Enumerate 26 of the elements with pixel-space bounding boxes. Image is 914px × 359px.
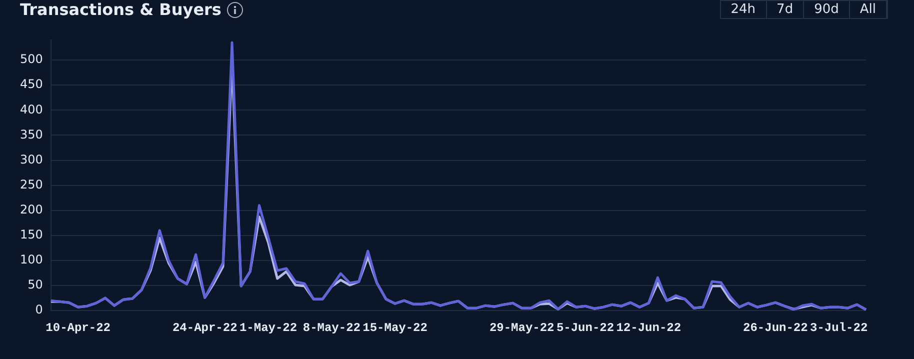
x-tick-label: 1-May-22 bbox=[239, 320, 298, 335]
y-tick-label: 250 bbox=[20, 177, 43, 192]
x-tick-label: 26-Jun-22 bbox=[743, 320, 808, 335]
x-tick-label: 12-Jun-22 bbox=[616, 320, 682, 335]
x-tick-label: 29-May-22 bbox=[489, 320, 554, 335]
x-tick-label: 15-May-22 bbox=[362, 320, 428, 335]
x-tick-label: 24-Apr-22 bbox=[172, 320, 238, 335]
chart-title: Transactions & Buyers bbox=[20, 0, 222, 19]
y-tick-label: 50 bbox=[28, 278, 43, 292]
text: 90d bbox=[804, 1, 850, 18]
x-tick-label: 3-Jul-22 bbox=[810, 320, 868, 335]
y-tick-label: 500 bbox=[20, 52, 43, 66]
text: All bbox=[850, 1, 887, 18]
y-tick-label: 150 bbox=[20, 228, 43, 242]
y-tick-label: 200 bbox=[20, 202, 43, 217]
text: 24h bbox=[720, 1, 767, 18]
x-tick-label: 8-May-22 bbox=[302, 320, 360, 335]
y-tick-label: 450 bbox=[20, 77, 43, 92]
text: 7d bbox=[766, 1, 804, 18]
y-tick-label: 300 bbox=[20, 152, 43, 166]
y-tick-label: 100 bbox=[20, 252, 43, 267]
x-tick-label: 5-Jun-22 bbox=[556, 320, 614, 335]
y-tick-label: 400 bbox=[20, 102, 43, 116]
x-tick-label: 10-Apr-22 bbox=[46, 320, 110, 335]
y-tick-label: 350 bbox=[20, 127, 43, 142]
y-tick-label: 0 bbox=[35, 302, 43, 317]
